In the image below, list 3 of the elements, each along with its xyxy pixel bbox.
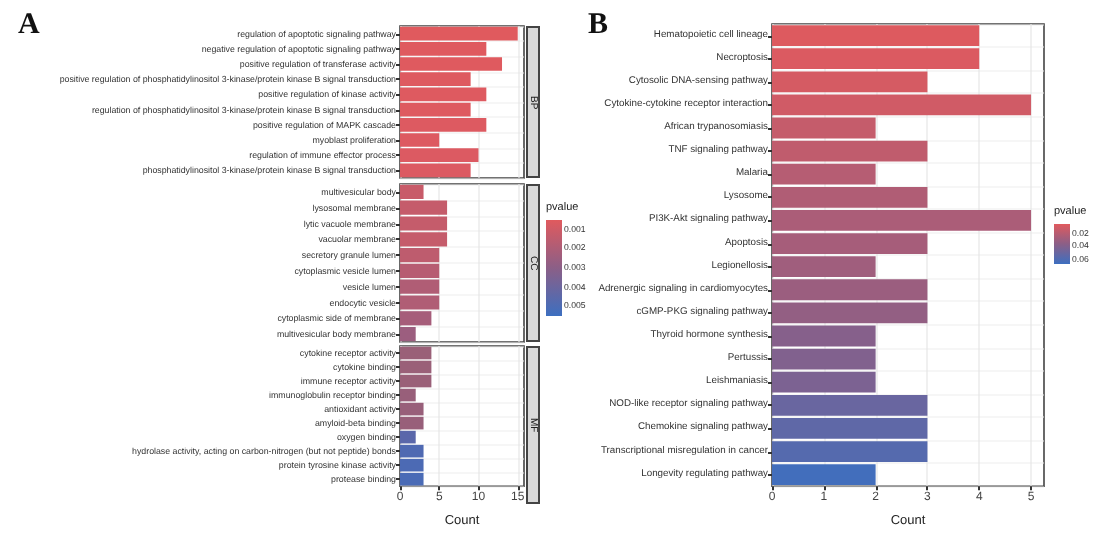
text: A [18, 9, 40, 41]
bar [772, 464, 876, 486]
chart-title: B [588, 9, 609, 41]
